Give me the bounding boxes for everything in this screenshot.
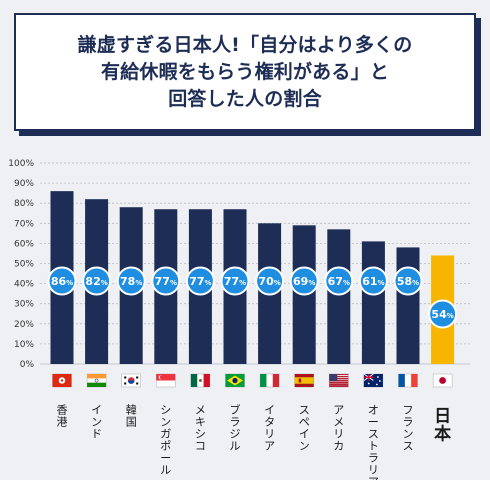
data-label: 82% xyxy=(85,275,107,288)
category-label: 香港 xyxy=(57,403,68,428)
title-line-1: 謙虚すぎる日本人!「自分はより多くの xyxy=(77,33,413,56)
data-label: 70% xyxy=(258,275,280,288)
data-label: 86% xyxy=(51,275,73,288)
value-badge xyxy=(116,266,146,296)
data-label: 61% xyxy=(362,275,384,288)
category-label: インド xyxy=(91,403,102,440)
y-tick-label: 10% xyxy=(14,340,34,350)
bar-9 xyxy=(361,241,385,364)
category-label: イタリア xyxy=(264,403,275,452)
value-badge xyxy=(151,266,181,296)
flags xyxy=(52,373,453,388)
y-tick-label: 0% xyxy=(20,360,35,370)
category-label: メキシコ xyxy=(195,403,206,452)
data-label: 69% xyxy=(293,275,315,288)
category-label: フランス xyxy=(403,403,414,452)
y-tick-label: 50% xyxy=(14,260,34,270)
value-badge xyxy=(289,266,319,296)
category-label: アメリカ xyxy=(333,403,344,452)
category-labels: 香港 インド 韓国 シンガポール メキシコ ブラジル イタリア スペイン アメリカ オーストラリア… xyxy=(57,402,452,480)
y-tick-label: 60% xyxy=(14,239,34,249)
value-badge xyxy=(358,266,388,296)
y-tick-label: 80% xyxy=(14,199,34,209)
y-tick-label: 100% xyxy=(8,159,34,169)
y-axis: 0% 10% 20% 30% 40% 50% 60% 70% 80% 90% 100% xyxy=(8,159,34,370)
flag-japan-icon xyxy=(432,373,453,388)
y-tick-label: 20% xyxy=(14,320,34,330)
category-label: 韓国 xyxy=(126,403,137,428)
data-label: 58% xyxy=(397,275,419,288)
category-label: ブラジル xyxy=(230,402,241,452)
category-label: 日本 xyxy=(434,406,451,444)
y-tick-label: 30% xyxy=(14,300,34,310)
flag-korea-icon xyxy=(121,373,141,388)
value-badge xyxy=(185,266,215,296)
bar-10 xyxy=(396,247,420,364)
data-label: 54% xyxy=(431,308,453,321)
flag-france-icon xyxy=(398,373,418,388)
y-tick-label: 40% xyxy=(14,280,34,290)
flag-singapore-icon xyxy=(156,373,176,388)
value-badge xyxy=(82,266,112,296)
data-label: 77% xyxy=(155,275,177,288)
flag-usa-icon xyxy=(329,373,349,388)
title-line-3: 回答した人の割合 xyxy=(168,87,322,110)
flag-spain-icon xyxy=(294,373,314,388)
y-tick-label: 90% xyxy=(14,179,34,189)
value-badge xyxy=(393,266,423,296)
flag-mexico-icon xyxy=(190,373,211,388)
flag-hong-kong-icon xyxy=(52,373,72,388)
flag-india-icon xyxy=(86,373,107,388)
category-label: オーストラリア xyxy=(368,403,379,480)
title-box: 謙虚すぎる日本人!「自分はより多くの 有給休暇をもらう権利がある」と 回答した人… xyxy=(14,13,476,131)
value-badge xyxy=(255,266,285,296)
flag-australia-icon xyxy=(363,373,384,388)
flag-italy-icon xyxy=(259,373,280,388)
data-label: 77% xyxy=(189,275,211,288)
data-label: 67% xyxy=(328,275,350,288)
y-tick-label: 70% xyxy=(14,219,34,229)
value-badge xyxy=(428,299,458,329)
data-label: 78% xyxy=(120,275,142,288)
title-line-2: 有給休暇をもらう権利がある」と xyxy=(100,60,389,83)
bar-8 xyxy=(327,229,351,364)
value-badge xyxy=(47,266,77,296)
flag-brazil-icon xyxy=(225,373,245,388)
category-label: シンガポール xyxy=(160,403,171,476)
value-badge xyxy=(324,266,354,296)
data-label: 77% xyxy=(224,275,246,288)
category-label: スペイン xyxy=(299,403,310,452)
value-badge xyxy=(220,266,250,296)
bars: 86% 82% 78% 77% 77% 77% 70% 69% 67% 61% 58% 54% xyxy=(47,191,458,364)
